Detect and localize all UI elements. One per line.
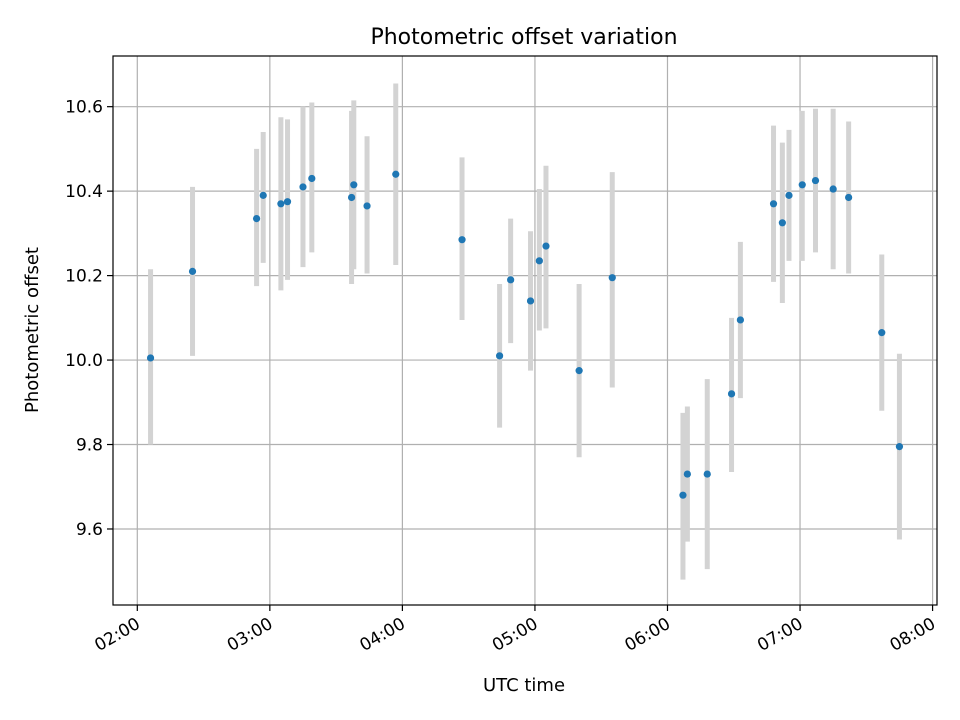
data-point (679, 491, 687, 499)
data-point (703, 470, 711, 478)
data-point (146, 354, 155, 362)
y-tick-label: 10.6 (65, 98, 103, 118)
x-tick-label: 02:00 (91, 614, 143, 656)
data-point (542, 242, 550, 250)
data-point (785, 191, 793, 199)
data-point (878, 329, 886, 337)
data-point (727, 390, 736, 398)
data-point (252, 214, 261, 223)
data-point (458, 236, 466, 244)
x-tick-label: 06:00 (622, 614, 674, 656)
data-point (608, 274, 616, 282)
data-point (845, 193, 853, 202)
data-point (769, 200, 778, 208)
x-axis-label: UTC time (483, 675, 565, 696)
y-tick-label: 10.4 (65, 182, 103, 202)
x-tick-label: 05:00 (489, 614, 541, 656)
y-tick-label: 10.0 (65, 351, 103, 371)
data-point (299, 183, 307, 191)
plot-frame (112, 55, 938, 606)
data-point (811, 176, 820, 185)
data-point (535, 257, 543, 265)
data-point (347, 193, 356, 202)
data-point (575, 367, 583, 375)
data-point (829, 185, 837, 193)
data-point (895, 443, 904, 451)
error-bars (148, 83, 902, 580)
data-point (778, 219, 786, 227)
data-point (277, 200, 285, 208)
y-tick-label: 9.8 (76, 436, 103, 456)
y-tick-label: 10.2 (65, 267, 103, 287)
x-tick-label: 03:00 (224, 614, 276, 656)
y-axis-ticks: 9.6 9.8 10.0 10.2 10.4 10.6 (65, 98, 113, 540)
data-point (736, 316, 744, 324)
data-points (146, 170, 904, 499)
x-tick-label: 08:00 (887, 614, 939, 656)
x-axis-ticks: 02:00 03:00 04:00 05:00 06:00 07:00 08:00 (91, 605, 939, 656)
data-point (683, 470, 691, 478)
data-point (363, 202, 371, 210)
x-tick-label: 04:00 (356, 614, 408, 656)
y-tick-label: 9.6 (76, 520, 103, 540)
data-point (392, 170, 400, 178)
data-point (283, 198, 292, 206)
y-axis-label: Photometric offset (22, 247, 43, 413)
data-point (507, 276, 515, 284)
data-point (308, 174, 316, 183)
data-point (526, 297, 535, 305)
data-point (495, 352, 504, 360)
data-point (259, 191, 267, 199)
x-tick-label: 07:00 (754, 614, 806, 656)
data-point (350, 181, 358, 189)
data-point (798, 181, 806, 189)
chart-title: Photometric offset variation (370, 25, 677, 50)
data-point (188, 267, 197, 275)
